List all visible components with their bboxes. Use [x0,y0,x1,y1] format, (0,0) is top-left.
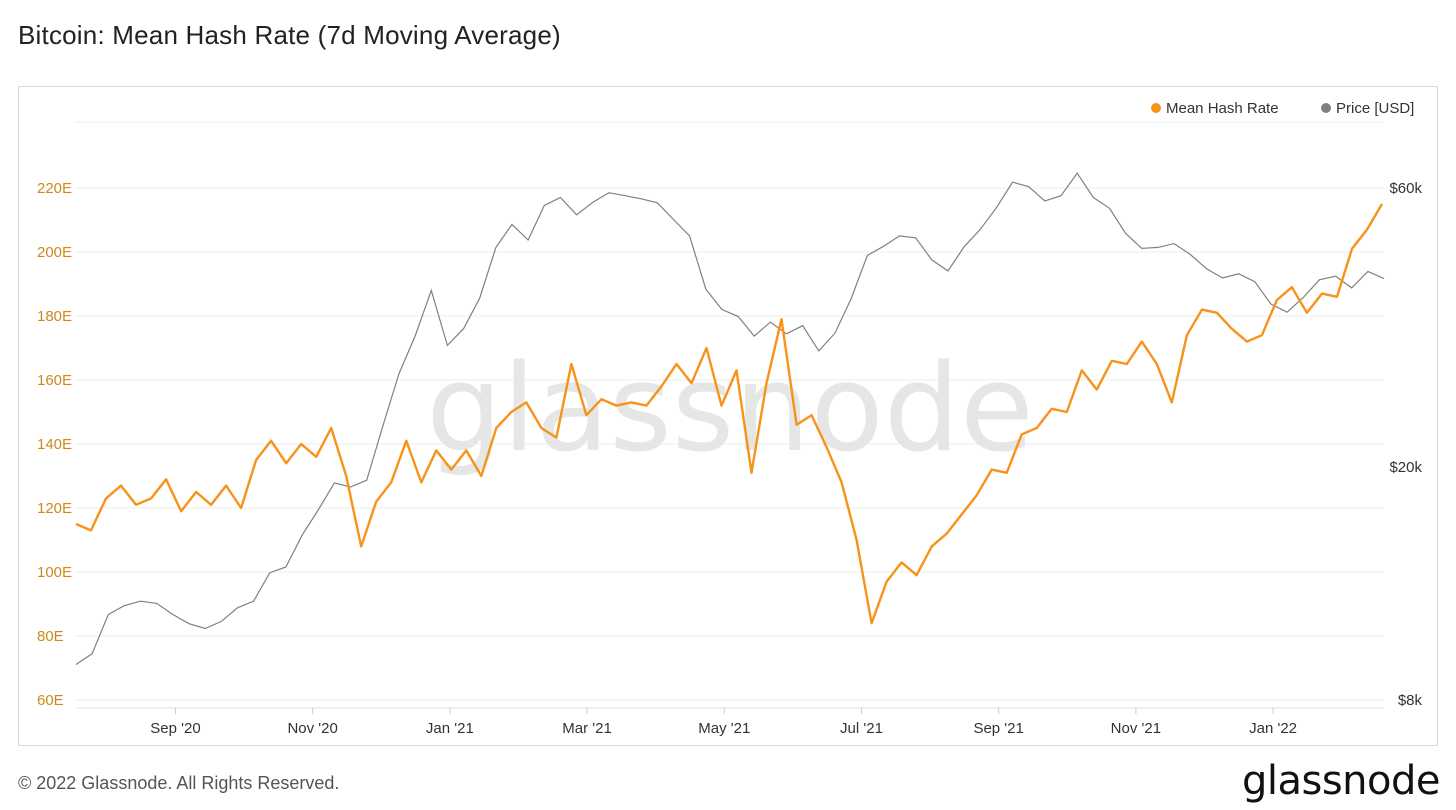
hash-rate-series-line [75,203,1384,625]
right-axis-ticks: $8k $20k $60k [1389,180,1422,709]
legend-label: Mean Hash Rate [1166,100,1279,117]
legend-label: Price [USD] [1336,100,1414,117]
x-tick-label: Sep '21 [973,720,1023,737]
left-axis-ticks: 60E 80E 100E 120E 140E 160E 180E 200E 220E [37,180,72,709]
x-tick-label: Sep '20 [150,720,200,737]
series-layer [75,172,1385,665]
right-tick-label: $8k [1398,692,1423,709]
x-tick-label: May '21 [698,720,750,737]
x-tick-label: Jul '21 [840,720,883,737]
grid-layer [76,121,1384,709]
left-tick-label: 160E [37,372,72,389]
brand-logo[interactable]: glassnode [1241,758,1441,804]
chart-title: Bitcoin: Mean Hash Rate (7d Moving Avera… [18,20,561,50]
right-tick-label: $20k [1389,459,1422,476]
x-tick-label: Nov '20 [287,720,337,737]
left-tick-label: 220E [37,180,72,197]
left-tick-label: 120E [37,500,72,517]
left-tick-label: 140E [37,436,72,453]
chart-frame [18,86,1438,746]
watermark-text: glassnode [426,340,1034,479]
legend: Mean Hash Rate Price [USD] [1151,100,1414,117]
left-tick-label: 200E [37,244,72,261]
legend-item[interactable]: Price [USD] [1321,100,1414,117]
copyright-footer: © 2022 Glassnode. All Rights Reserved. [18,773,340,793]
left-tick-label: 60E [37,692,64,709]
dot-icon [1321,103,1331,113]
left-tick-label: 180E [37,308,72,325]
x-axis-ticks: Sep '20 Nov '20 Jan '21 Mar '21 May '21 Jul '… [150,708,1297,737]
right-tick-label: $60k [1389,180,1422,197]
x-tick-label: Jan '22 [1249,720,1297,737]
left-tick-label: 100E [37,564,72,581]
x-tick-label: Mar '21 [562,720,612,737]
x-tick-label: Jan '21 [426,720,474,737]
x-tick-label: Nov '21 [1111,720,1161,737]
legend-item[interactable]: Mean Hash Rate [1151,100,1279,117]
left-tick-label: 80E [37,628,64,645]
dot-icon [1151,103,1161,113]
price-series-line [75,172,1385,665]
